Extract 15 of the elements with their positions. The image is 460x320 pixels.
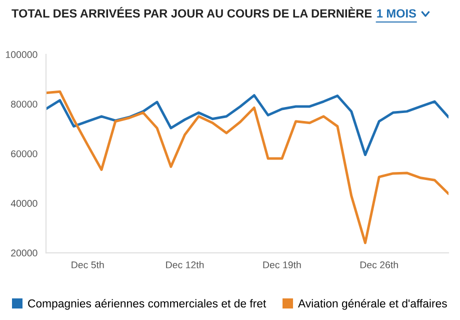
line-series [46, 90, 448, 244]
x-tick-label: Dec 19th [263, 261, 301, 268]
x-tick-label: Dec 12th [166, 261, 204, 268]
x-tick-label: Dec 5th [72, 261, 104, 268]
chart-title: TOTAL DES ARRIVÉES PAR JOUR AU COURS DE LA DERNIÈRE [12, 6, 372, 18]
line-series [46, 94, 448, 156]
y-tick-label: 40000 [10, 200, 38, 207]
legend-label: Compagnies aériennes commerciales et de fret [28, 299, 266, 310]
y-tick-label: 20000 [11, 250, 38, 256]
y-tick-label: 100000 [6, 51, 38, 58]
y-tick-label: 60000 [11, 150, 38, 158]
legend-label: Aviation générale et d'affaires [298, 299, 447, 310]
chart-subtitle: 1 MOIS [377, 9, 416, 18]
y-tick-label: 80000 [11, 100, 38, 108]
x-tick-label: Dec 26th [360, 261, 398, 268]
